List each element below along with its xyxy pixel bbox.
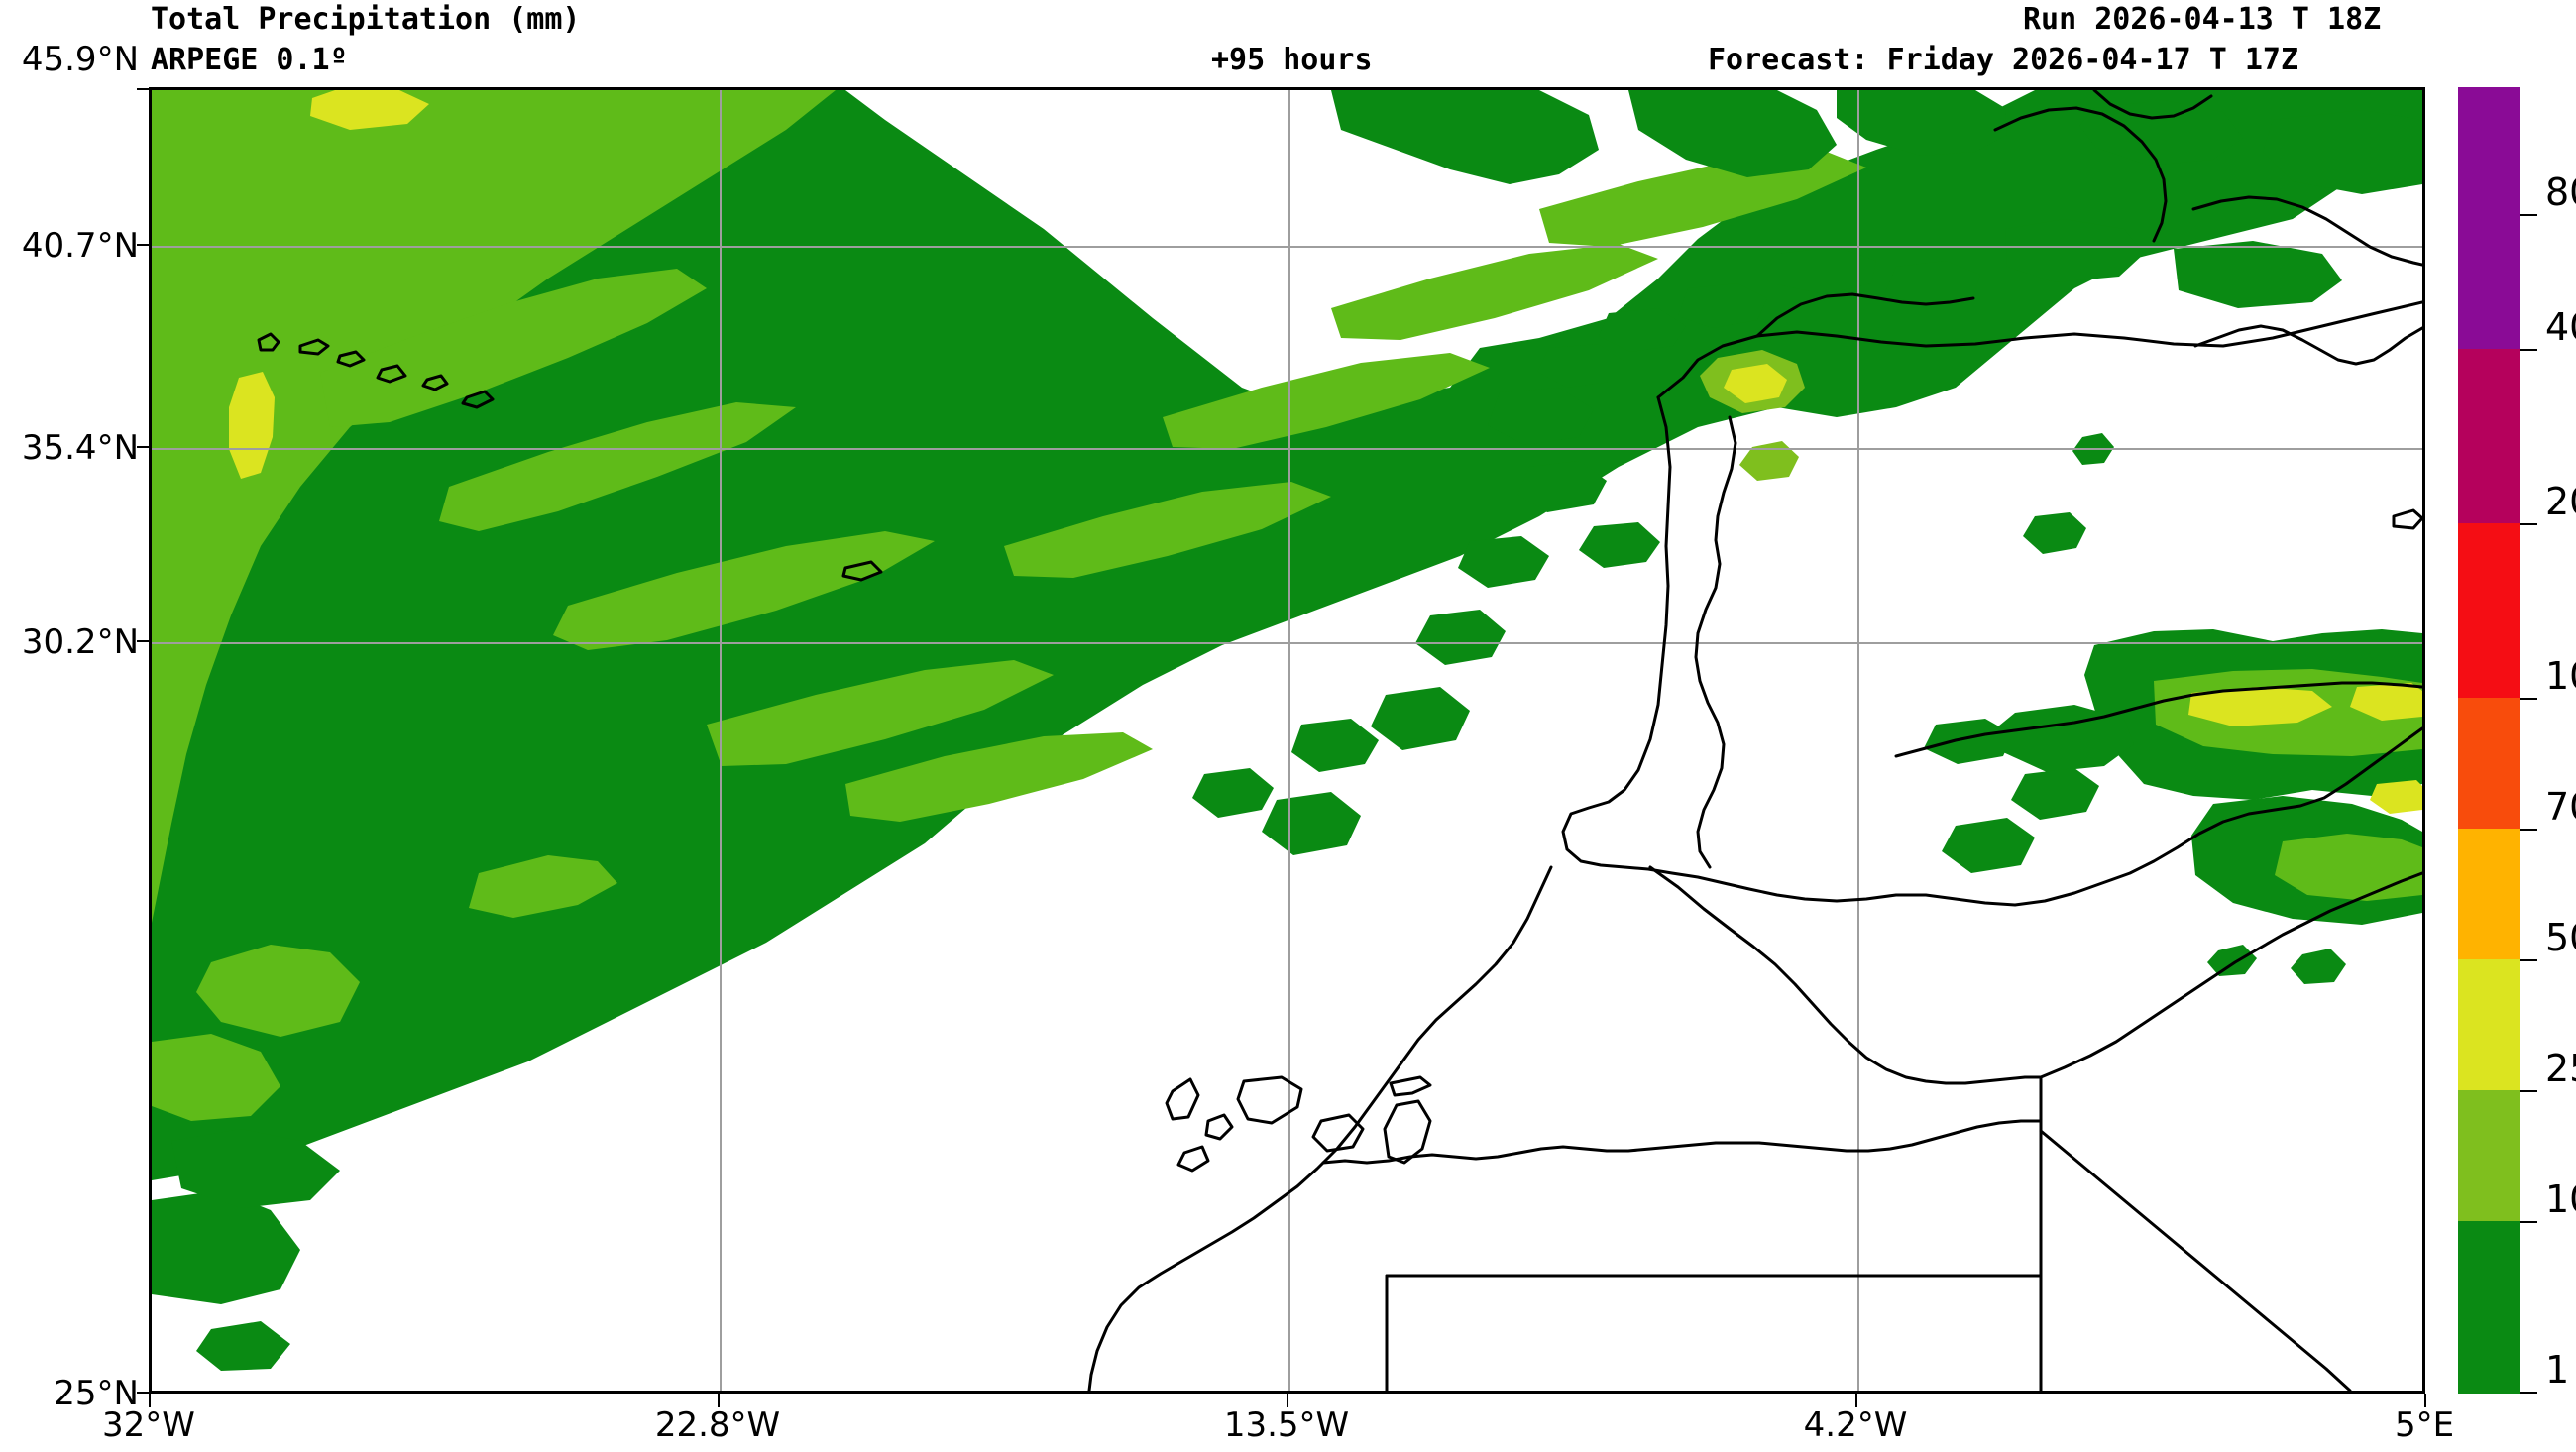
colorbar-band-100-200 [2458, 523, 2520, 698]
colorbar-band-1-10 [2458, 1221, 2520, 1394]
precipitation-map-plot[interactable] [149, 87, 2425, 1394]
map-gridlines [152, 90, 2422, 1391]
precip-layer-1-10mm [152, 90, 2422, 1371]
x-tick-label-22-8w: 22.8°W [654, 1405, 781, 1445]
x-tick-label-13-5w: 13.5°W [1223, 1405, 1350, 1445]
colorbar-tick-1 [2520, 1392, 2537, 1394]
forecast-valid-label: Forecast: Friday 2026-04-17 T 17Z [1708, 43, 2299, 77]
y-tick-mark-25 [137, 1392, 151, 1394]
colorbar-label-50: 50 [2545, 916, 2576, 959]
colorbar-tick-800 [2520, 214, 2537, 216]
map-canvas [152, 90, 2422, 1391]
map-coastlines [257, 90, 2422, 1391]
y-tick-mark-35-4 [137, 446, 151, 448]
y-tick-label-45-9: 45.9°N [21, 40, 139, 79]
colorbar-tick-200 [2520, 523, 2537, 525]
colorbar-tick-25 [2520, 1090, 2537, 1092]
y-tick-mark-30-2 [137, 640, 151, 642]
colorbar-band-200-400 [2458, 349, 2520, 523]
precip-layer-25-50mm-atlantic [229, 90, 429, 479]
colorbar-band-70-100 [2458, 698, 2520, 829]
colorbar-label-200: 200 [2545, 480, 2576, 523]
x-tick-label-4-2w: 4.2°W [1803, 1405, 1908, 1445]
x-tick-mark-32w [149, 1394, 151, 1407]
colorbar-label-70: 70 [2545, 785, 2576, 829]
model-label: ARPEGE 0.1º [151, 43, 348, 77]
colorbar[interactable] [2458, 87, 2537, 1394]
colorbar-tick-50 [2520, 959, 2537, 961]
colorbar-band-25-50 [2458, 959, 2520, 1090]
colorbar-label-100: 100 [2545, 654, 2576, 698]
lead-time-label: +95 hours [1211, 43, 1373, 77]
colorbar-band-50-70 [2458, 829, 2520, 959]
x-tick-mark-4-2w [1855, 1394, 1857, 1407]
x-tick-mark-5e [2424, 1394, 2426, 1407]
colorbar-band-400-800 [2458, 87, 2520, 349]
colorbar-label-800: 800 [2545, 170, 2576, 214]
y-tick-label-35-4: 35.4°N [21, 428, 139, 468]
page-title: Total Precipitation (mm) [151, 2, 581, 37]
precip-layer-iberia [1192, 90, 2422, 855]
colorbar-tick-70 [2520, 829, 2537, 831]
colorbar-tick-400 [2520, 349, 2537, 351]
y-tick-mark-45-9 [137, 88, 151, 90]
x-tick-label-32w: 32°W [102, 1405, 195, 1445]
colorbar-tick-10 [2520, 1221, 2537, 1223]
colorbar-label-10: 10 [2545, 1177, 2576, 1221]
precip-layer-galicia-peak [1700, 350, 1805, 481]
colorbar-label-1: 1 [2545, 1348, 2570, 1392]
y-tick-label-30-2: 30.2°N [21, 622, 139, 662]
colorbar-tick-100 [2520, 698, 2537, 700]
y-tick-label-25: 25°N [54, 1374, 139, 1413]
run-time-label: Run 2026-04-13 T 18Z [2023, 2, 2382, 37]
colorbar-label-400: 400 [2545, 305, 2576, 349]
colorbar-region: 800 400 200 100 70 50 25 10 1 [2458, 0, 2576, 1452]
y-tick-mark-40-7 [137, 244, 151, 246]
x-tick-label-5e: 5°E [2394, 1405, 2455, 1445]
precip-layer-mediterranean [1924, 629, 2422, 984]
y-tick-label-40-7: 40.7°N [21, 226, 139, 266]
colorbar-band-10-25 [2458, 1090, 2520, 1221]
colorbar-label-25: 25 [2545, 1047, 2576, 1090]
precip-layer-10-25mm [152, 90, 1866, 1121]
x-tick-mark-13-5w [1287, 1394, 1288, 1407]
x-tick-mark-22-8w [718, 1394, 720, 1407]
